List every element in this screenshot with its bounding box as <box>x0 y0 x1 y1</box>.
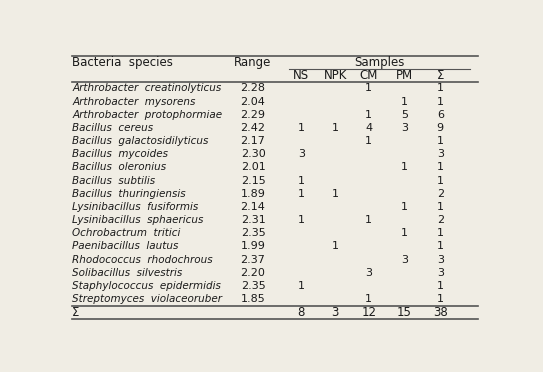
Text: 1: 1 <box>365 294 372 304</box>
Text: Lysinibacillus  fusiformis: Lysinibacillus fusiformis <box>72 202 198 212</box>
Text: 15: 15 <box>397 306 412 319</box>
Text: 1: 1 <box>401 202 408 212</box>
Text: Bacillus  subtilis: Bacillus subtilis <box>72 176 155 186</box>
Text: 1: 1 <box>298 123 305 133</box>
Text: 1: 1 <box>298 281 305 291</box>
Text: 2.42: 2.42 <box>241 123 266 133</box>
Text: 1: 1 <box>332 189 339 199</box>
Text: 1: 1 <box>332 123 339 133</box>
Text: 38: 38 <box>433 306 447 319</box>
Text: 8: 8 <box>298 306 305 319</box>
Text: 3: 3 <box>437 149 444 159</box>
Text: 1: 1 <box>437 83 444 93</box>
Text: 2.17: 2.17 <box>241 136 266 146</box>
Text: CM: CM <box>359 69 378 82</box>
Text: Bacteria  species: Bacteria species <box>72 56 173 69</box>
Text: 3: 3 <box>437 255 444 264</box>
Text: Arthrobacter  mysorens: Arthrobacter mysorens <box>72 97 195 106</box>
Text: Bacillus  oleronius: Bacillus oleronius <box>72 163 166 173</box>
Text: Rhodococcus  rhodochrous: Rhodococcus rhodochrous <box>72 255 213 264</box>
Text: 1: 1 <box>437 241 444 251</box>
Text: Staphylococcus  epidermidis: Staphylococcus epidermidis <box>72 281 221 291</box>
Text: 4: 4 <box>365 123 372 133</box>
Text: PM: PM <box>396 69 413 82</box>
Text: Arthrobacter  creatinolyticus: Arthrobacter creatinolyticus <box>72 83 222 93</box>
Text: 1: 1 <box>401 228 408 238</box>
Text: Bacillus  galactosidilyticus: Bacillus galactosidilyticus <box>72 136 209 146</box>
Text: 1: 1 <box>298 176 305 186</box>
Text: 1.85: 1.85 <box>241 294 266 304</box>
Text: 2.14: 2.14 <box>241 202 266 212</box>
Text: Samples: Samples <box>354 55 405 68</box>
Text: 6: 6 <box>437 110 444 120</box>
Text: 12: 12 <box>361 306 376 319</box>
Text: 3: 3 <box>401 255 408 264</box>
Text: 2.04: 2.04 <box>241 97 266 106</box>
Text: 1: 1 <box>298 189 305 199</box>
Text: 2.35: 2.35 <box>241 228 266 238</box>
Text: 1: 1 <box>437 136 444 146</box>
Text: NPK: NPK <box>324 69 347 82</box>
Text: 2: 2 <box>437 215 444 225</box>
Text: 1: 1 <box>298 215 305 225</box>
Text: NS: NS <box>293 69 310 82</box>
Text: 1: 1 <box>437 294 444 304</box>
Text: 2.29: 2.29 <box>241 110 266 120</box>
Text: Σ: Σ <box>72 306 79 319</box>
Text: 2.28: 2.28 <box>241 83 266 93</box>
Text: Bacillus  mycoides: Bacillus mycoides <box>72 149 168 159</box>
Text: 3: 3 <box>331 306 339 319</box>
Text: 1: 1 <box>365 83 372 93</box>
Text: Streptomyces  violaceoruber: Streptomyces violaceoruber <box>72 294 222 304</box>
Text: 1.99: 1.99 <box>241 241 266 251</box>
Text: 5: 5 <box>401 110 408 120</box>
Text: 2.31: 2.31 <box>241 215 266 225</box>
Text: 2: 2 <box>437 189 444 199</box>
Text: 3: 3 <box>401 123 408 133</box>
Text: 2.35: 2.35 <box>241 281 266 291</box>
Text: 2.15: 2.15 <box>241 176 266 186</box>
Text: Bacillus  cereus: Bacillus cereus <box>72 123 153 133</box>
Text: 3: 3 <box>365 268 372 278</box>
Text: 1: 1 <box>437 281 444 291</box>
Text: 1: 1 <box>365 110 372 120</box>
Text: Range: Range <box>235 56 272 69</box>
Text: 1: 1 <box>401 163 408 173</box>
Text: 3: 3 <box>437 268 444 278</box>
Text: Solibacillus  silvestris: Solibacillus silvestris <box>72 268 182 278</box>
Text: 1: 1 <box>365 136 372 146</box>
Text: 2.01: 2.01 <box>241 163 266 173</box>
Text: 1: 1 <box>437 202 444 212</box>
Text: 2.30: 2.30 <box>241 149 266 159</box>
Text: 2.20: 2.20 <box>241 268 266 278</box>
Text: 1.89: 1.89 <box>241 189 266 199</box>
Text: 2.37: 2.37 <box>241 255 266 264</box>
Text: Arthrobacter  protophormiae: Arthrobacter protophormiae <box>72 110 222 120</box>
Text: Paenibacillus  lautus: Paenibacillus lautus <box>72 241 179 251</box>
Text: 1: 1 <box>365 215 372 225</box>
Text: Lysinibacillus  sphaericus: Lysinibacillus sphaericus <box>72 215 204 225</box>
Text: 1: 1 <box>401 97 408 106</box>
Text: Bacillus  thuringiensis: Bacillus thuringiensis <box>72 189 186 199</box>
Text: Ochrobactrum  tritici: Ochrobactrum tritici <box>72 228 180 238</box>
Text: 1: 1 <box>332 241 339 251</box>
Text: 9: 9 <box>437 123 444 133</box>
Text: 3: 3 <box>298 149 305 159</box>
Text: Σ: Σ <box>437 69 444 82</box>
Text: 1: 1 <box>437 176 444 186</box>
Text: 1: 1 <box>437 163 444 173</box>
Text: 1: 1 <box>437 97 444 106</box>
Text: 1: 1 <box>437 228 444 238</box>
